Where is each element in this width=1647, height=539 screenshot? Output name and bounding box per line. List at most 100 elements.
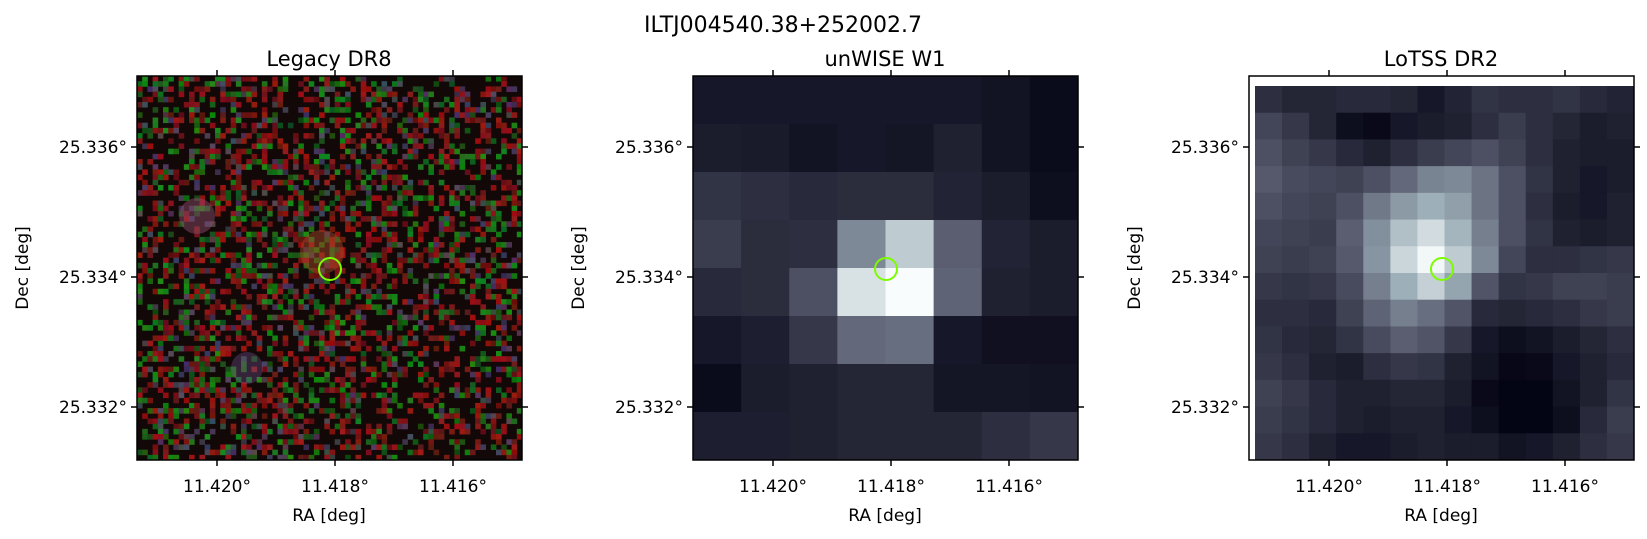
pixel bbox=[246, 91, 252, 98]
pixel bbox=[480, 356, 486, 362]
pixel bbox=[163, 449, 169, 456]
pixel bbox=[1255, 433, 1283, 461]
pixel bbox=[433, 127, 440, 134]
pixel bbox=[282, 143, 289, 150]
pixel bbox=[152, 345, 159, 352]
pixel bbox=[454, 101, 460, 108]
pixel bbox=[277, 356, 284, 362]
pixel bbox=[308, 293, 315, 300]
pixel bbox=[215, 236, 221, 243]
pixel bbox=[1363, 433, 1391, 461]
pixel bbox=[495, 247, 502, 253]
pixel bbox=[199, 387, 206, 393]
pixel bbox=[178, 117, 185, 124]
pixel bbox=[303, 153, 310, 160]
pixel bbox=[137, 122, 143, 129]
pixel bbox=[371, 221, 377, 227]
pixel bbox=[438, 169, 445, 175]
pixel bbox=[209, 112, 216, 118]
pixel bbox=[438, 117, 445, 124]
pixel bbox=[1552, 379, 1581, 408]
pixel bbox=[981, 124, 1031, 173]
pixel bbox=[1029, 124, 1079, 173]
pixel bbox=[376, 159, 382, 165]
pixel bbox=[251, 413, 258, 419]
pixel bbox=[1552, 112, 1581, 140]
pixel bbox=[391, 356, 398, 362]
pixel bbox=[1336, 139, 1364, 167]
pixel bbox=[194, 179, 200, 186]
pixel bbox=[1029, 412, 1079, 461]
pixel bbox=[490, 257, 497, 264]
pixel bbox=[459, 231, 466, 238]
pixel bbox=[376, 330, 382, 336]
pixel bbox=[261, 434, 268, 440]
pixel bbox=[204, 351, 211, 357]
pixel bbox=[511, 210, 518, 217]
pixel bbox=[391, 397, 398, 404]
pixel bbox=[209, 236, 216, 243]
pixel bbox=[480, 236, 486, 243]
pixel bbox=[298, 174, 304, 181]
pixel bbox=[147, 408, 154, 414]
pixel bbox=[506, 262, 512, 269]
pixel bbox=[475, 330, 481, 336]
pixel bbox=[402, 221, 408, 227]
pixel bbox=[511, 148, 518, 155]
pixel bbox=[464, 428, 471, 435]
pixel bbox=[303, 402, 310, 409]
pixel bbox=[194, 335, 200, 342]
pixel bbox=[287, 351, 294, 357]
pixel bbox=[168, 169, 174, 175]
pixel bbox=[334, 190, 341, 196]
pixel bbox=[438, 252, 445, 259]
pixel bbox=[261, 273, 268, 279]
pixel bbox=[480, 159, 486, 165]
pixel bbox=[256, 205, 263, 212]
pixel bbox=[230, 257, 237, 264]
pixel bbox=[1444, 326, 1473, 354]
pixel bbox=[339, 330, 346, 336]
pixel bbox=[251, 91, 258, 98]
pixel bbox=[407, 397, 414, 404]
pixel bbox=[282, 314, 289, 321]
pixel bbox=[319, 376, 325, 383]
pixel bbox=[319, 444, 325, 451]
pixel bbox=[303, 428, 310, 435]
pixel bbox=[501, 345, 507, 352]
pixel bbox=[183, 319, 190, 326]
pixel bbox=[209, 335, 216, 342]
pixel bbox=[1606, 192, 1635, 221]
pixel bbox=[381, 273, 388, 279]
pixel bbox=[511, 304, 518, 310]
pixel bbox=[391, 268, 398, 274]
pixel bbox=[428, 164, 434, 170]
x-tick-label: 11.420° bbox=[1295, 477, 1363, 497]
pixel bbox=[449, 439, 455, 445]
pixel bbox=[194, 268, 200, 274]
pixel bbox=[1444, 433, 1473, 461]
pixel bbox=[454, 205, 460, 212]
pixel bbox=[235, 210, 242, 217]
pixel bbox=[485, 138, 492, 144]
pixel bbox=[485, 200, 492, 207]
pixel bbox=[365, 423, 372, 430]
pixel bbox=[464, 309, 471, 316]
pixel bbox=[308, 283, 315, 290]
pixel bbox=[454, 247, 460, 253]
pixel bbox=[267, 164, 273, 170]
pixel bbox=[397, 174, 403, 181]
pixel bbox=[235, 169, 242, 175]
pixel bbox=[261, 402, 268, 409]
pixel bbox=[469, 449, 476, 456]
pixel bbox=[246, 247, 252, 253]
pixel bbox=[147, 268, 154, 274]
pixel bbox=[137, 231, 143, 238]
pixel bbox=[495, 242, 502, 248]
pixel bbox=[376, 293, 382, 300]
pixel bbox=[183, 387, 190, 393]
pixel bbox=[329, 133, 336, 139]
pixel bbox=[469, 371, 476, 378]
pixel bbox=[1606, 219, 1635, 247]
pixel bbox=[319, 278, 325, 284]
